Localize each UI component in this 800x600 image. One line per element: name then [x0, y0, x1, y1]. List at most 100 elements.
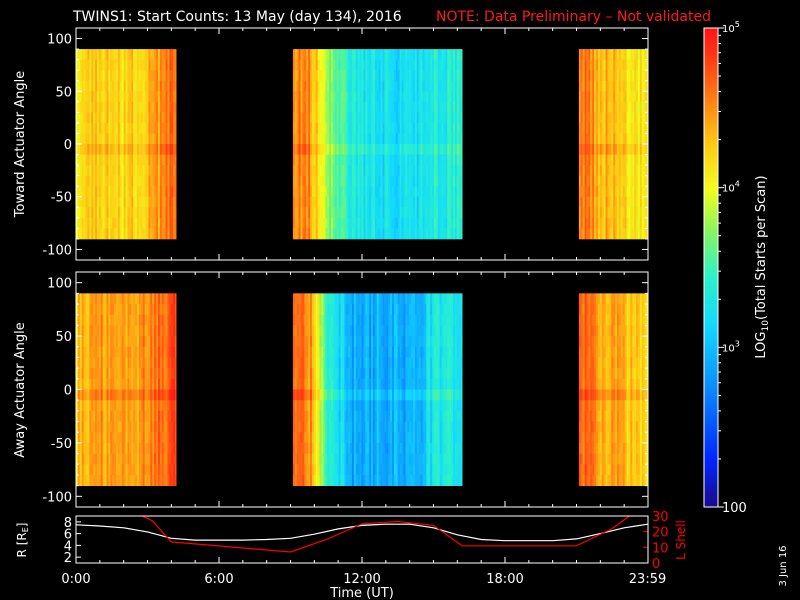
- toward-heatmap-cell: [380, 196, 383, 208]
- toward-heatmap-cell: [81, 59, 85, 71]
- toward-heatmap-cell: [599, 80, 603, 92]
- toward-heatmap-cell: [163, 112, 167, 124]
- away-heatmap-cell: [344, 378, 347, 390]
- toward-heatmap-cell: [169, 154, 172, 166]
- toward-heatmap-cell: [453, 154, 456, 166]
- away-heatmap-cell: [76, 336, 79, 348]
- toward-heatmap-cell: [142, 80, 146, 92]
- toward-heatmap-cell: [173, 49, 176, 61]
- toward-heatmap-cell: [641, 91, 645, 103]
- toward-heatmap-cell: [102, 70, 105, 82]
- away-heatmap-cell: [165, 368, 168, 380]
- away-heatmap-cell: [106, 474, 109, 487]
- toward-heatmap-cell: [367, 186, 370, 198]
- toward-heatmap-cell: [292, 175, 296, 187]
- toward-heatmap-cell: [329, 217, 332, 229]
- away-heatmap-cell: [114, 357, 117, 369]
- toward-heatmap-cell: [306, 80, 309, 92]
- toward-heatmap-cell: [342, 144, 345, 155]
- away-heatmap-cell: [167, 442, 170, 454]
- toward-heatmap-cell: [292, 144, 296, 155]
- away-heatmap-cell: [125, 325, 128, 337]
- away-heatmap-cell: [306, 453, 309, 465]
- away-heatmap-cell: [331, 389, 334, 401]
- away-heatmap-cell: [102, 368, 105, 380]
- toward-heatmap-cell: [613, 70, 616, 82]
- toward-heatmap-cell: [135, 80, 138, 92]
- toward-heatmap-cell: [167, 154, 170, 166]
- toward-heatmap-cell: [401, 228, 404, 240]
- away-heatmap-cell: [96, 325, 100, 337]
- away-heatmap-cell: [93, 346, 96, 358]
- toward-heatmap-cell: [161, 154, 165, 166]
- toward-heatmap-cell: [636, 112, 639, 124]
- toward-heatmap-cell: [350, 80, 353, 92]
- away-heatmap-cell: [119, 357, 123, 369]
- away-heatmap-cell: [154, 410, 157, 422]
- away-heatmap-cell: [76, 410, 79, 422]
- toward-heatmap-cell: [167, 165, 170, 177]
- toward-heatmap-cell: [308, 207, 311, 219]
- away-heatmap-cell: [332, 474, 336, 487]
- toward-heatmap-cell: [432, 207, 435, 219]
- away-heatmap-cell: [121, 293, 125, 305]
- toward-heatmap-cell: [163, 186, 167, 198]
- away-heatmap-cell: [157, 314, 161, 326]
- away-heatmap-cell: [138, 304, 142, 316]
- toward-heatmap-cell: [372, 175, 376, 187]
- toward-heatmap-cell: [102, 133, 105, 145]
- toward-heatmap-cell: [142, 112, 146, 124]
- toward-heatmap-cell: [292, 112, 296, 124]
- away-heatmap-cell: [79, 314, 83, 326]
- away-heatmap-cell: [319, 421, 322, 433]
- toward-heatmap-cell: [76, 122, 79, 134]
- toward-heatmap-cell: [315, 217, 319, 229]
- away-heatmap-cell: [361, 378, 364, 390]
- away-heatmap-cell: [91, 378, 94, 390]
- toward-heatmap-cell: [353, 91, 357, 103]
- toward-heatmap-cell: [411, 186, 414, 198]
- toward-heatmap-cell: [639, 228, 643, 240]
- away-heatmap-cell: [79, 410, 83, 422]
- toward-heatmap-cell: [346, 112, 349, 124]
- away-heatmap-cell: [119, 400, 123, 412]
- toward-heatmap-cell: [133, 122, 136, 134]
- away-heatmap-cell: [346, 421, 349, 433]
- toward-heatmap-cell: [338, 186, 341, 198]
- toward-heatmap-cell: [294, 165, 298, 177]
- away-heatmap-cell: [298, 453, 301, 465]
- away-heatmap-cell: [359, 357, 362, 369]
- away-heatmap-cell: [157, 474, 161, 487]
- toward-heatmap-cell: [152, 207, 155, 219]
- toward-heatmap-cell: [157, 154, 161, 166]
- away-heatmap-cell: [175, 400, 177, 412]
- toward-heatmap-cell: [131, 186, 134, 198]
- away-heatmap-cell: [175, 357, 177, 369]
- away-heatmap-cell: [123, 314, 126, 326]
- toward-heatmap-cell: [121, 91, 125, 103]
- away-heatmap-cell: [85, 378, 88, 390]
- toward-heatmap-cell: [369, 196, 372, 208]
- toward-heatmap-cell: [365, 207, 368, 219]
- toward-heatmap-cell: [131, 217, 134, 229]
- toward-heatmap-cell: [142, 122, 146, 134]
- toward-heatmap-cell: [304, 207, 307, 219]
- away-heatmap-cell: [150, 464, 153, 476]
- toward-heatmap-cell: [331, 91, 334, 103]
- away-heatmap-cell: [146, 336, 149, 348]
- away-heatmap-cell: [300, 346, 303, 358]
- away-heatmap-cell: [140, 336, 144, 348]
- toward-heatmap-cell: [443, 101, 446, 113]
- away-heatmap-cell: [355, 389, 359, 401]
- toward-heatmap-cell: [342, 133, 345, 145]
- toward-heatmap-cell: [422, 101, 425, 113]
- away-heatmap-cell: [365, 346, 368, 358]
- toward-heatmap-cell: [388, 59, 391, 71]
- toward-heatmap-cell: [382, 165, 385, 177]
- away-heatmap-cell: [91, 293, 94, 305]
- toward-heatmap-cell: [443, 70, 446, 82]
- toward-heatmap-cell: [630, 196, 633, 208]
- away-heatmap-cell: [294, 421, 298, 433]
- away-heatmap-cell: [294, 432, 298, 444]
- toward-heatmap-cell: [161, 165, 165, 177]
